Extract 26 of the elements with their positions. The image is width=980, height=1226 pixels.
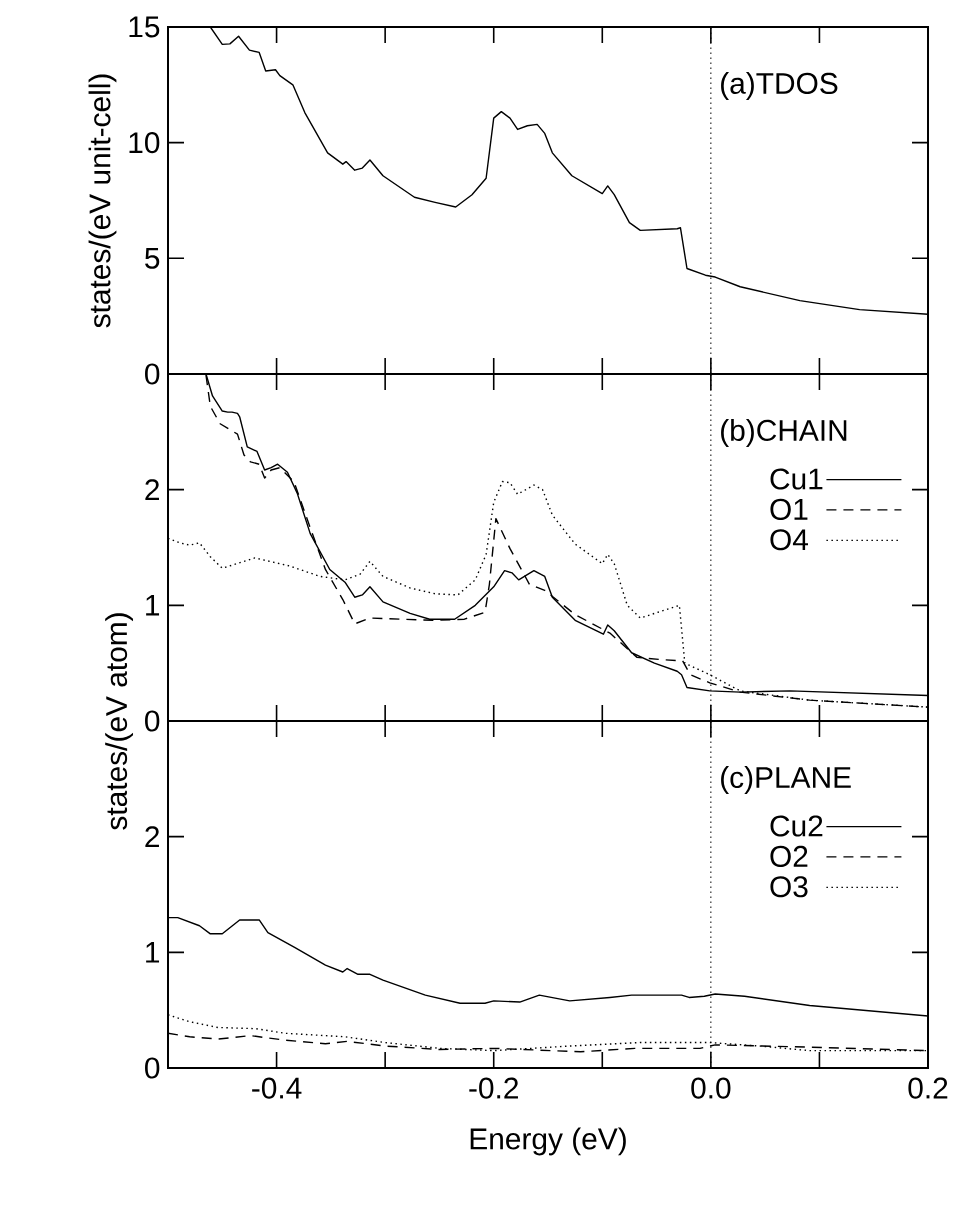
x-tick-label: 0.2 (908, 1077, 948, 1099)
y-tick-label: 1 (146, 595, 160, 616)
annotation: (c)PLANE (721, 766, 851, 794)
x-tick-label: 0.0 (691, 1077, 731, 1099)
x-tick-label: -0.4 (252, 1077, 302, 1099)
y-tick-label: 2 (145, 826, 159, 848)
x-tick-label: -0.2 (469, 1077, 518, 1099)
y-tick-label: 0 (145, 363, 160, 385)
annotation: (b)CHAIN (721, 419, 847, 447)
legend-label: O3 (770, 876, 808, 898)
legend-label: Cu2 (770, 815, 823, 837)
y-tick-label: 15 (129, 16, 160, 38)
legend-label: O4 (770, 529, 808, 551)
y-tick-label: 5 (145, 247, 160, 269)
x-axis-title: Energy (eV) (470, 1127, 626, 1156)
legend-label: Cu1 (770, 468, 823, 490)
y-tick-label: 10 (129, 132, 160, 154)
y-axis-title: states/(eV atom) (105, 613, 134, 830)
y-tick-label: 1 (146, 942, 160, 963)
legend-label: O2 (770, 845, 808, 867)
legend-label: O1 (770, 498, 808, 520)
y-tick-label: 0 (145, 1057, 160, 1079)
y-tick-label: 0 (145, 710, 160, 732)
y-axis-title: states/(eV unit-cell) (88, 74, 117, 328)
y-tick-label: 2 (145, 479, 159, 501)
annotation: (a)TDOS (721, 72, 838, 100)
